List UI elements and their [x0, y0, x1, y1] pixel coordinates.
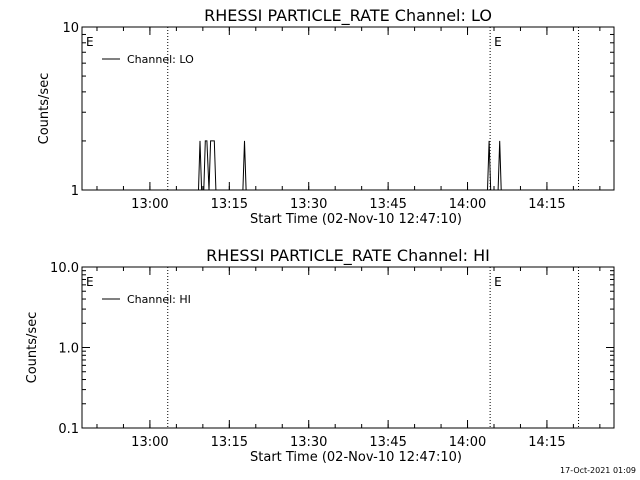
- x-tick-label: 13:30: [290, 435, 327, 450]
- plot-panel-2: [81, 266, 615, 429]
- x-tick-label: 13:45: [369, 435, 406, 450]
- x-tick-label: 14:00: [449, 435, 486, 450]
- x-tick-label: 13:00: [131, 435, 168, 450]
- x-tick-label: 13:30: [290, 197, 327, 212]
- x-axis-label: Start Time (02-Nov-10 12:47:10): [250, 450, 462, 465]
- event-marker-label: E: [86, 275, 94, 289]
- event-marker-label: E: [86, 35, 94, 49]
- timestamp: 17-Oct-2021 01:09: [560, 466, 636, 475]
- x-tick-label: 14:15: [528, 435, 565, 450]
- chart-title: RHESSI PARTICLE_RATE Channel: LO: [204, 6, 492, 26]
- x-tick-label: 13:15: [211, 435, 248, 450]
- plot-panel-1: [81, 26, 615, 191]
- x-axis-label: Start Time (02-Nov-10 12:47:10): [250, 212, 462, 227]
- y-tick-label: 10: [62, 21, 79, 36]
- y-tick-label: 1.0: [58, 342, 79, 357]
- y-tick-label: 0.1: [58, 422, 79, 437]
- y-tick-label: 1: [71, 184, 79, 199]
- plot-frame: [81, 266, 615, 429]
- y-tick-label: 10.0: [50, 261, 79, 276]
- legend-label: Channel: HI: [127, 293, 191, 306]
- x-tick-label: 13:15: [211, 197, 248, 212]
- chart-title: RHESSI PARTICLE_RATE Channel: HI: [206, 246, 490, 266]
- y-axis-label: Counts/sec: [37, 73, 52, 145]
- legend-label: Channel: LO: [127, 53, 194, 66]
- event-marker-label: E: [494, 275, 502, 289]
- series-line-1: [82, 140, 614, 191]
- y-axis-label: Counts/sec: [25, 312, 40, 384]
- x-tick-label: 13:00: [131, 197, 168, 212]
- x-tick-label: 14:15: [528, 197, 565, 212]
- x-tick-label: 13:45: [369, 197, 406, 212]
- event-marker-label: E: [494, 35, 502, 49]
- x-tick-label: 14:00: [449, 197, 486, 212]
- plot-frame: [81, 26, 615, 191]
